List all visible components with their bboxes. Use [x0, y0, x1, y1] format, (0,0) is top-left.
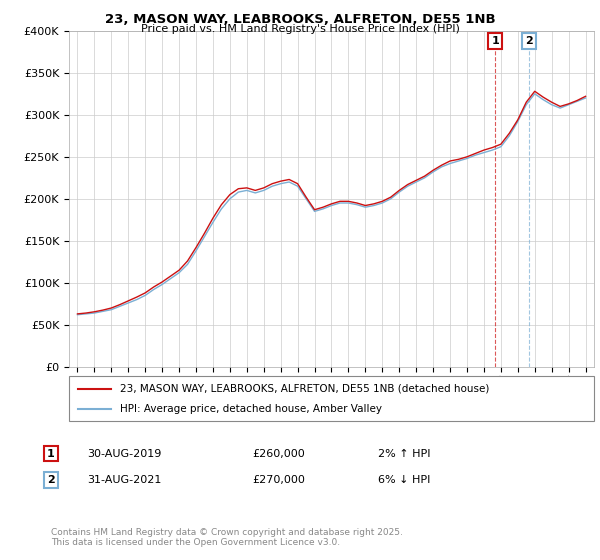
Text: 2: 2 [47, 475, 55, 485]
Text: 23, MASON WAY, LEABROOKS, ALFRETON, DE55 1NB (detached house): 23, MASON WAY, LEABROOKS, ALFRETON, DE55… [120, 384, 490, 394]
Text: HPI: Average price, detached house, Amber Valley: HPI: Average price, detached house, Ambe… [120, 404, 382, 414]
Text: 6% ↓ HPI: 6% ↓ HPI [378, 475, 430, 485]
Text: £260,000: £260,000 [252, 449, 305, 459]
Text: Price paid vs. HM Land Registry's House Price Index (HPI): Price paid vs. HM Land Registry's House … [140, 24, 460, 34]
Text: 1: 1 [47, 449, 55, 459]
Text: £270,000: £270,000 [252, 475, 305, 485]
Text: 1: 1 [491, 36, 499, 46]
Text: 23, MASON WAY, LEABROOKS, ALFRETON, DE55 1NB: 23, MASON WAY, LEABROOKS, ALFRETON, DE55… [104, 13, 496, 26]
Text: 31-AUG-2021: 31-AUG-2021 [87, 475, 161, 485]
Text: Contains HM Land Registry data © Crown copyright and database right 2025.
This d: Contains HM Land Registry data © Crown c… [51, 528, 403, 548]
Text: 2% ↑ HPI: 2% ↑ HPI [378, 449, 431, 459]
Text: 30-AUG-2019: 30-AUG-2019 [87, 449, 161, 459]
Text: 2: 2 [525, 36, 533, 46]
